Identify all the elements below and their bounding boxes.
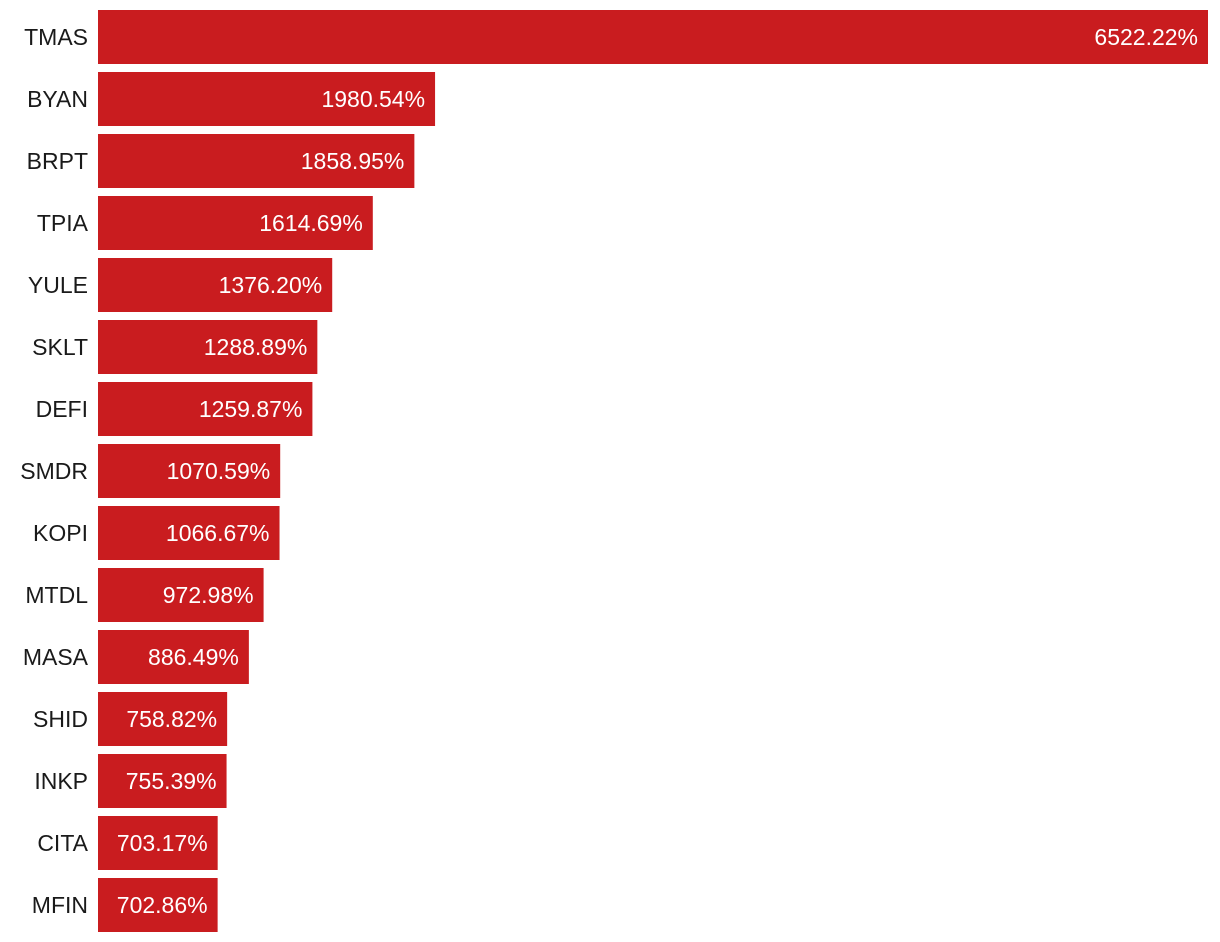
value-label-mfin: 702.86% bbox=[117, 892, 208, 918]
category-label-masa: MASA bbox=[23, 644, 89, 670]
value-label-masa: 886.49% bbox=[148, 644, 239, 670]
value-label-tpia: 1614.69% bbox=[259, 210, 363, 236]
bar-yule bbox=[98, 258, 333, 312]
category-label-sklt: SKLT bbox=[32, 334, 88, 360]
value-label-cita: 703.17% bbox=[117, 830, 208, 856]
bar-tpia bbox=[98, 196, 373, 250]
bar-defi bbox=[98, 382, 313, 436]
value-label-smdr: 1070.59% bbox=[167, 458, 271, 484]
bar-tmas bbox=[98, 10, 1208, 64]
value-label-mtdl: 972.98% bbox=[163, 582, 254, 608]
bar-inkp bbox=[98, 754, 227, 808]
value-label-defi: 1259.87% bbox=[199, 396, 303, 422]
bar-mfin bbox=[98, 878, 218, 932]
bar-kopi bbox=[98, 506, 280, 560]
category-label-brpt: BRPT bbox=[27, 148, 88, 174]
value-label-brpt: 1858.95% bbox=[301, 148, 405, 174]
bars-group bbox=[98, 10, 1208, 932]
category-label-kopi: KOPI bbox=[33, 520, 88, 546]
value-label-tmas: 6522.22% bbox=[1094, 24, 1198, 50]
category-label-mtdl: MTDL bbox=[25, 582, 88, 608]
value-label-kopi: 1066.67% bbox=[166, 520, 270, 546]
bar-mtdl bbox=[98, 568, 264, 622]
bar-byan bbox=[98, 72, 436, 126]
bar-shid bbox=[98, 692, 228, 746]
value-label-inkp: 755.39% bbox=[126, 768, 217, 794]
bar-smdr bbox=[98, 444, 281, 498]
bar-sklt bbox=[98, 320, 318, 374]
bar-cita bbox=[98, 816, 218, 870]
category-labels-group: TMAS BYAN BRPT TPIA YULE SKLT DEFI SMDR KOPI MTDL… bbox=[20, 24, 88, 918]
category-label-tmas: TMAS bbox=[24, 24, 88, 50]
bar-masa bbox=[98, 630, 249, 684]
value-label-sklt: 1288.89% bbox=[204, 334, 308, 360]
category-label-inkp: INKP bbox=[34, 768, 88, 794]
category-label-yule: YULE bbox=[28, 272, 88, 298]
bar-brpt bbox=[98, 134, 415, 188]
category-label-cita: CITA bbox=[37, 830, 88, 856]
value-label-yule: 1376.20% bbox=[219, 272, 323, 298]
value-label-shid: 758.82% bbox=[126, 706, 217, 732]
category-label-shid: SHID bbox=[33, 706, 88, 732]
category-label-smdr: SMDR bbox=[20, 458, 88, 484]
category-label-mfin: MFIN bbox=[32, 892, 88, 918]
category-label-defi: DEFI bbox=[36, 396, 88, 422]
category-label-byan: BYAN bbox=[27, 86, 88, 112]
value-label-byan: 1980.54% bbox=[321, 86, 425, 112]
category-label-tpia: TPIA bbox=[37, 210, 89, 236]
value-labels-group: 6522.22% 1980.54% 1858.95% 1614.69% 1376.20%… bbox=[117, 24, 1198, 918]
